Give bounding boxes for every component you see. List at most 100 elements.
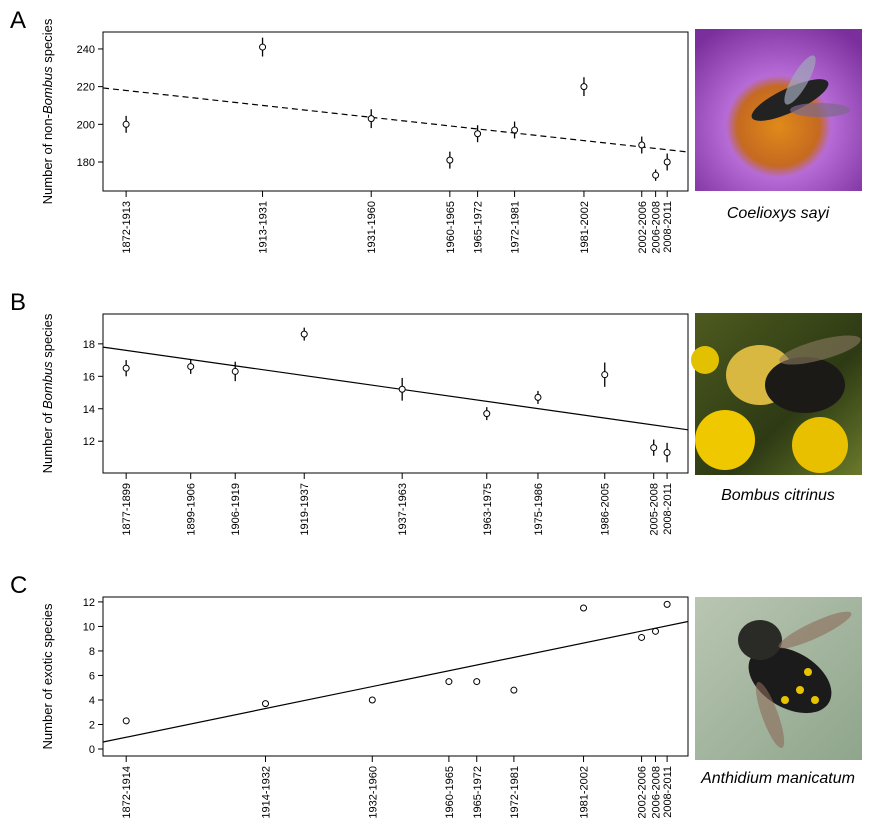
trend-line — [102, 620, 689, 743]
data-point — [262, 700, 269, 708]
data-point — [474, 130, 482, 138]
y-axis-label-part: Bombus — [40, 361, 55, 409]
y-tick-label: 4 — [89, 695, 95, 707]
panel-letter: C — [10, 572, 27, 599]
data-point — [510, 686, 518, 694]
data-point — [259, 43, 267, 51]
x-tick-label: 1872-1914 — [121, 766, 133, 819]
x-tick-label: 1906-1919 — [230, 483, 242, 536]
data-point — [663, 158, 671, 166]
data-point — [663, 449, 671, 457]
data-point — [187, 363, 195, 371]
x-tick-label: 2005-2008 — [649, 483, 661, 536]
y-tick-label: 2 — [89, 719, 95, 731]
data-point — [231, 367, 239, 375]
y-tick-label: 220 — [77, 82, 95, 94]
y-axis-label-part: Number of non- — [40, 114, 55, 204]
trend-line — [102, 87, 689, 153]
data-point — [638, 141, 646, 149]
x-tick-label: 1975-1986 — [533, 483, 545, 536]
data-point — [638, 633, 646, 641]
data-point — [122, 364, 130, 372]
data-point — [122, 717, 130, 725]
x-tick-label: 1877-1899 — [121, 483, 133, 536]
data-point — [300, 330, 308, 338]
x-tick-label: 2006-2008 — [651, 766, 663, 819]
y-axis-label-part: species — [40, 18, 55, 66]
x-tick-label: 1919-1937 — [299, 483, 311, 536]
y-tick-label: 18 — [83, 339, 95, 351]
x-tick-label: 1965-1972 — [473, 201, 485, 254]
x-tick-label: 1972-1981 — [510, 201, 522, 254]
y-axis-label: Number of Bombus species — [40, 313, 55, 473]
panel-letter: A — [10, 7, 26, 34]
y-axis-label-part: Number of exotic species — [40, 603, 55, 749]
x-tick-label: 1963-1975 — [482, 483, 494, 536]
x-tick-label: 2006-2008 — [651, 201, 663, 254]
x-tick-label: 2008-2011 — [662, 766, 674, 818]
y-tick-label: 8 — [89, 646, 95, 658]
panel-letter: B — [10, 289, 26, 316]
photo-caption: Bombus citrinus — [721, 487, 835, 504]
x-tick-label: 1960-1965 — [445, 201, 457, 254]
data-point — [368, 696, 376, 704]
x-tick-label: 1965-1972 — [472, 766, 484, 819]
data-point — [663, 600, 671, 608]
y-tick-label: 240 — [77, 44, 95, 56]
x-tick-label: 1937-1963 — [397, 483, 409, 536]
x-tick-label: 2002-2006 — [637, 766, 649, 819]
y-tick-label: 0 — [89, 744, 95, 756]
x-tick-label: 2008-2011 — [662, 483, 674, 535]
data-point — [398, 385, 406, 393]
data-point — [534, 393, 542, 401]
x-tick-label: 1899-1906 — [186, 483, 198, 536]
y-axis-label-part: Number of — [40, 409, 55, 473]
x-tick-label: 1981-2002 — [579, 766, 591, 819]
data-point — [652, 171, 660, 179]
photo-caption: Coelioxys sayi — [727, 205, 830, 222]
data-point — [652, 627, 659, 635]
data-point — [367, 115, 375, 123]
y-axis-label-part: species — [40, 313, 55, 361]
y-tick-label: 200 — [77, 119, 95, 131]
x-tick-label: 1931-1960 — [366, 201, 378, 254]
x-tick-label: 1872-1913 — [121, 201, 133, 254]
y-axis-label: Number of exotic species — [40, 603, 55, 749]
x-tick-label: 1932-1960 — [367, 766, 379, 819]
trend-line — [102, 346, 689, 431]
data-point — [473, 678, 481, 686]
x-tick-label: 1972-1981 — [509, 766, 521, 819]
data-point — [511, 126, 519, 134]
plot-frame — [102, 313, 689, 474]
data-point — [601, 371, 609, 379]
data-point — [580, 83, 588, 91]
x-tick-label: 1981-2002 — [579, 201, 591, 254]
data-point — [445, 678, 453, 686]
x-tick-label: 1913-1931 — [258, 201, 270, 254]
y-tick-label: 6 — [89, 670, 95, 682]
photo — [695, 29, 862, 191]
y-tick-label: 180 — [77, 157, 95, 169]
x-tick-label: 1986-2005 — [600, 483, 612, 536]
plot-frame — [102, 31, 689, 192]
y-tick-label: 12 — [83, 436, 95, 448]
x-tick-label: 2008-2011 — [662, 201, 674, 253]
data-point — [446, 156, 454, 164]
y-tick-label: 12 — [83, 597, 95, 609]
data-point — [122, 120, 130, 128]
data-point — [650, 444, 658, 452]
y-axis-label-part: Bombus — [40, 66, 55, 114]
data-point — [483, 410, 491, 418]
x-tick-label: 2002-2006 — [637, 201, 649, 254]
photo — [695, 597, 862, 760]
plot-frame — [102, 596, 689, 757]
y-tick-label: 10 — [83, 621, 95, 633]
data-point — [580, 604, 588, 612]
y-tick-label: 16 — [83, 371, 95, 383]
photo — [691, 313, 862, 475]
x-tick-label: 1914-1932 — [261, 766, 273, 819]
photo-caption: Anthidium manicatum — [700, 770, 855, 787]
x-tick-label: 1960-1965 — [444, 766, 456, 819]
